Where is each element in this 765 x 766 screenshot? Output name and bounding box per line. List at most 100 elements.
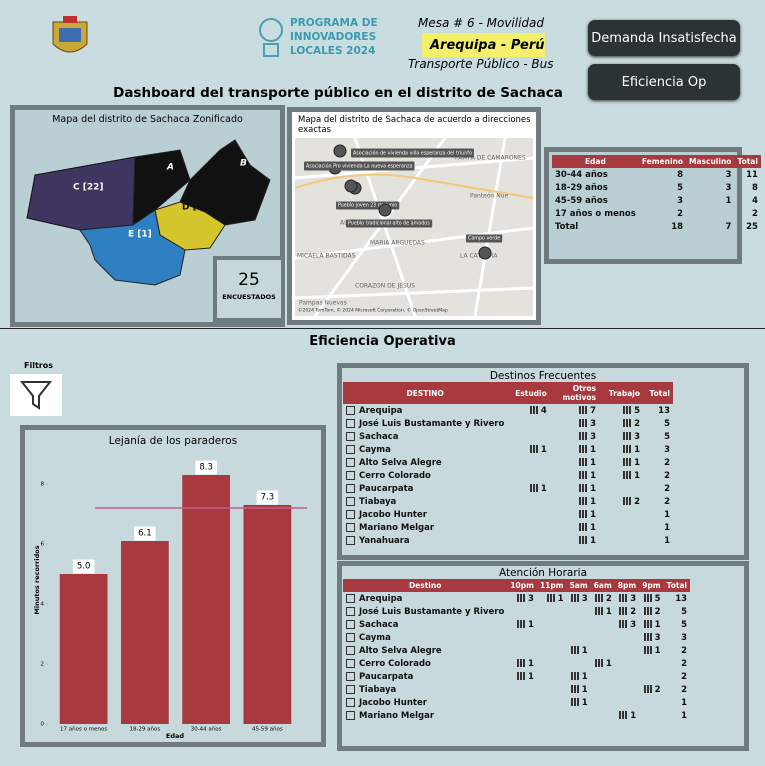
table-cell: 5 xyxy=(664,618,691,631)
table-cell xyxy=(639,709,663,722)
header-cell: Total xyxy=(734,155,761,168)
table-cell: 1 xyxy=(599,443,643,456)
table-row: Sachaca 3 3 5 xyxy=(343,430,673,443)
table-cell xyxy=(591,618,615,631)
table-cell: 8 xyxy=(734,181,761,194)
table-row: Paucarpata 1 1 2 xyxy=(343,670,690,683)
table-cell: Cerro Colorado xyxy=(343,469,507,482)
bar-icon xyxy=(619,620,628,628)
bar-icon xyxy=(643,646,652,654)
place-label: Pampas Nuevas xyxy=(299,300,347,307)
section-title: Dashboard del transporte público en el d… xyxy=(113,85,563,101)
x-tick-label: 18-29 años xyxy=(129,727,160,733)
filter-button[interactable] xyxy=(10,374,62,416)
cell-text: Arequipa xyxy=(359,593,403,604)
place-label: Panteón Nue xyxy=(470,193,509,200)
place-label: CORAZON DE JESUS xyxy=(355,283,415,290)
expand-icon xyxy=(346,522,355,532)
zone-map: A B C [22] D [2] E [1] xyxy=(26,139,271,286)
table-cell: 2 xyxy=(734,207,761,220)
bar xyxy=(243,505,292,724)
cell-text: 2 xyxy=(664,483,670,494)
table-cell xyxy=(507,534,549,547)
header-row: DESTINO Estudio Otros motivos Trabajo Total xyxy=(343,382,673,404)
table-row: José Luis Bustamante y Rivero 1 2 2 5 xyxy=(343,605,690,618)
table-cell xyxy=(567,605,591,618)
table-cell: 1 xyxy=(615,709,639,722)
cell-text: 1 xyxy=(528,619,534,630)
bar-icon xyxy=(579,484,588,492)
table-cell xyxy=(615,644,639,657)
cell-text: 2 xyxy=(654,606,661,617)
marker-label-bg xyxy=(466,234,503,243)
cell-text: 1 xyxy=(634,457,641,468)
cell-text: 45-59 años xyxy=(555,195,608,206)
cell-text: 2 xyxy=(654,684,661,695)
table-row: Cerro Colorado 1 1 2 xyxy=(343,657,690,670)
cell-text: 1 xyxy=(540,444,547,455)
cell-text: Tiabaya xyxy=(359,684,397,695)
place-label: LA CATEDRA xyxy=(460,253,498,260)
table-cell: 2 xyxy=(643,469,673,482)
cell-text: 2 xyxy=(681,658,688,669)
table-row: Tiabaya 1 2 2 xyxy=(343,495,673,508)
expand-icon xyxy=(346,405,355,415)
table-cell xyxy=(507,631,537,644)
cell-text: 1 xyxy=(605,658,612,669)
table-cell: 1 xyxy=(639,644,663,657)
cell-text: 1 xyxy=(528,671,534,682)
table-cell: 3 xyxy=(550,417,599,430)
panel-title: Destinos Frecuentes xyxy=(489,370,597,382)
table-cell: 1 xyxy=(507,618,537,631)
cell-text: 1 xyxy=(581,684,588,695)
bar-icon xyxy=(594,659,603,667)
nav-button[interactable]: Eficiencia Op xyxy=(588,64,740,100)
expand-icon xyxy=(346,444,355,454)
table-cell xyxy=(537,605,567,618)
nav-button[interactable]: Demanda Insatisfecha xyxy=(588,20,740,56)
table-cell: 13 xyxy=(643,404,673,417)
cell-text: 1 xyxy=(581,645,588,656)
cell-text: 2 xyxy=(664,470,670,481)
table-cell xyxy=(567,631,591,644)
bar-icon xyxy=(623,445,632,453)
bar-icon xyxy=(529,484,538,492)
zone-map-panel: Mapa del distrito de Sachaca Zonificado … xyxy=(10,105,285,327)
cell-text: Yanahuara xyxy=(359,535,410,546)
place-label: MICAELA BASTIDAS xyxy=(297,253,356,260)
chart-title: Lejanía de los paraderos xyxy=(109,435,237,447)
table-cell: 2 xyxy=(664,644,691,657)
cell-text: 3 xyxy=(677,195,684,206)
header-cell: Otros motivos xyxy=(549,382,599,404)
cell-text: Tiabaya xyxy=(359,496,397,507)
marker-label: Campo verde xyxy=(468,236,500,242)
table-cell xyxy=(537,618,567,631)
cell-text: 2 xyxy=(634,418,641,429)
cell-text: 13 xyxy=(658,405,670,416)
table-cell: 5 xyxy=(599,404,643,417)
table-cell: 1 xyxy=(507,443,549,456)
cell-text: Cerro Colorado xyxy=(359,658,431,669)
cell-text: 1 xyxy=(664,509,670,520)
bar-icon xyxy=(579,419,588,427)
table-cell xyxy=(615,683,639,696)
table-cell: 1 xyxy=(550,469,599,482)
cell-text: Cerro Colorado xyxy=(359,470,431,481)
expand-icon xyxy=(346,509,355,519)
table-cell: Jacobo Hunter xyxy=(343,696,507,709)
cell-text: 1 xyxy=(664,535,670,546)
table-row: Jacobo Hunter 1 1 xyxy=(343,508,673,521)
table-cell: Alto Selva Alegre xyxy=(343,644,507,657)
bar-icon xyxy=(517,594,526,602)
cell-text: 1 xyxy=(590,509,596,520)
table-cell xyxy=(507,430,549,443)
table-cell xyxy=(686,207,734,220)
panel-title: Mapa del distrito de Sachaca Zonificado xyxy=(52,114,243,125)
mesa: Mesa # 6 - Movilidad xyxy=(418,16,545,30)
bar-icon xyxy=(517,672,526,680)
table-row: Mariano Melgar 1 1 xyxy=(343,709,690,722)
cell-text: 11 xyxy=(746,169,758,180)
cell-text: Arequipa xyxy=(359,405,403,416)
table-row: Arequipa 4 7 5 13 xyxy=(343,404,673,417)
